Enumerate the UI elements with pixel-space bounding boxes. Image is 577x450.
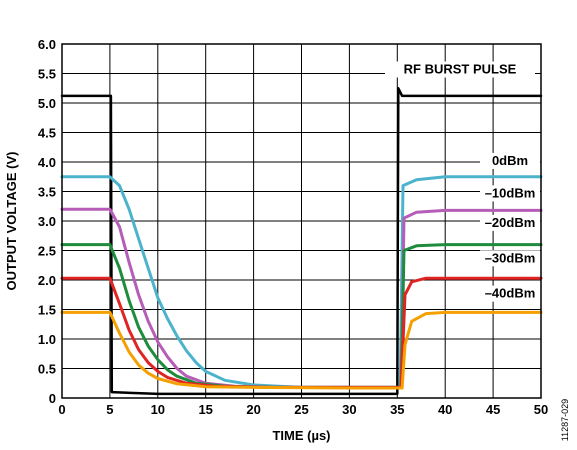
series-line: [60, 243, 543, 389]
series-line: [60, 87, 543, 396]
plot-frame: [61, 43, 542, 399]
legend-label-bg: [480, 250, 540, 267]
series-layer: [60, 87, 543, 396]
x-tick-label: 45: [486, 402, 500, 417]
x-tick-label: 10: [151, 402, 165, 417]
x-tick-label: 35: [390, 402, 404, 417]
y-axis-title: OUTPUT VOLTAGE (V): [4, 152, 19, 291]
x-tick-labels: 0 5 10 15 20 25 30 35 40 45 50: [58, 402, 548, 417]
legend-label-bg: [385, 61, 535, 78]
y-tick-label: 0: [49, 391, 56, 406]
y-tick-label: 1.5: [38, 303, 56, 318]
x-tick-label: 25: [294, 402, 308, 417]
y-tick-label: 3.0: [38, 214, 56, 229]
y-tick-label: 2.5: [38, 244, 56, 259]
y-tick-label: 2.0: [38, 273, 56, 288]
y-tick-label: 5.0: [38, 96, 56, 111]
legend-label: –20dBm: [485, 215, 536, 230]
y-tick-label: 0.5: [38, 362, 56, 377]
series-line: [60, 207, 543, 389]
x-tick-label: 5: [106, 402, 113, 417]
legend-label-bg: [480, 152, 540, 169]
legend-label: –40dBm: [485, 286, 536, 301]
x-tick-label: 20: [246, 402, 260, 417]
y-tick-label: 4.0: [38, 155, 56, 170]
legend-label: –10dBm: [485, 185, 536, 200]
y-tick-label: 5.5: [38, 67, 56, 82]
series-line: [60, 310, 543, 390]
figure-id: 11287-029: [560, 399, 570, 441]
legend-label: 0dBm: [492, 153, 528, 168]
legend-label: –30dBm: [485, 250, 536, 265]
y-tick-label: 6.0: [38, 37, 56, 52]
x-axis-title: TIME (µs): [272, 428, 330, 443]
y-tick-labels: 0 0.5 1.0 1.5 2.0 2.5 3.0 3.5 4.0 4.5 5.0 5.5 6.0: [38, 37, 56, 406]
legend-labels: RF BURST PULSE 0dBm –10dBm –20dBm –30dBm –40d…: [385, 61, 540, 302]
x-tick-label: 15: [198, 402, 212, 417]
x-tick-label: 30: [342, 402, 356, 417]
legend-label-bg: [480, 285, 540, 302]
x-tick-label: 0: [58, 402, 65, 417]
legend-label-bg: [480, 185, 540, 202]
legend-label-bg: [480, 214, 540, 231]
legend-label: RF BURST PULSE: [404, 62, 517, 77]
y-tick-label: 4.5: [38, 126, 56, 141]
x-tick-label: 50: [534, 402, 548, 417]
y-tick-label: 3.5: [38, 185, 56, 200]
y-tick-label: 1.0: [38, 332, 56, 347]
x-tick-label: 40: [438, 402, 452, 417]
